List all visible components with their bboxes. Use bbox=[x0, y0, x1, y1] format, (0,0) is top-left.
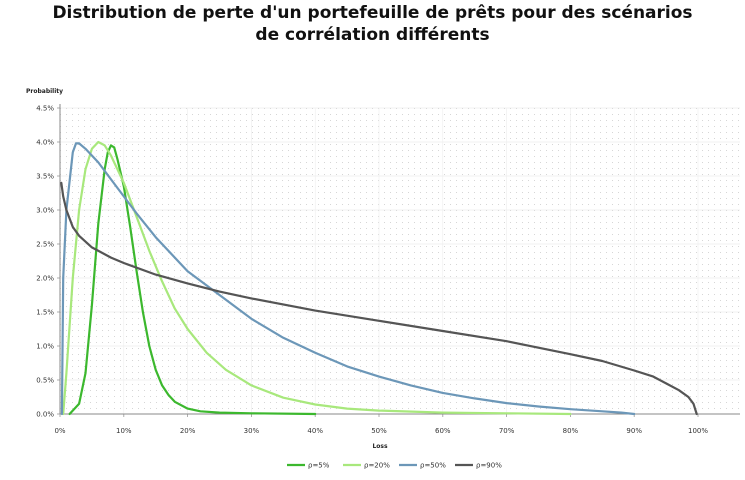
x-tick-label: 20% bbox=[180, 427, 196, 435]
chart-title: Distribution de perte d'un portefeuille … bbox=[0, 2, 745, 46]
legend-label: ρ=50% bbox=[420, 462, 446, 470]
y-axis-title: Probability bbox=[26, 88, 63, 95]
x-tick-label: 80% bbox=[563, 427, 579, 435]
chart-title-line-1: Distribution de perte d'un portefeuille … bbox=[52, 3, 693, 23]
tick-labels: 0.0% 0.5% 1.0% 1.5% 2.0% 2.5% 3.0% 3.5% 4.0% 4.5%… bbox=[36, 105, 708, 436]
x-tick-label: 30% bbox=[244, 427, 260, 435]
series-line-1 bbox=[68, 144, 317, 416]
x-tick-label: 60% bbox=[435, 427, 451, 435]
y-tick-label: 3.0% bbox=[36, 207, 54, 215]
series-lines bbox=[60, 140, 698, 416]
y-tick-label: 1.0% bbox=[36, 343, 54, 351]
y-tick-label: 0.0% bbox=[36, 411, 54, 419]
x-tick-label: 70% bbox=[499, 427, 515, 435]
series-line-3 bbox=[60, 142, 636, 416]
y-tick-label: 0.5% bbox=[36, 377, 54, 385]
y-tick-label: 2.5% bbox=[36, 241, 54, 249]
series-line-2 bbox=[62, 140, 572, 416]
legend-label: ρ=20% bbox=[364, 462, 390, 470]
plot-background bbox=[60, 108, 740, 414]
x-axis-title: Loss bbox=[372, 443, 388, 450]
x-tick-label: 0% bbox=[54, 427, 65, 435]
y-tick-label: 2.0% bbox=[36, 275, 54, 283]
x-tick-label: 10% bbox=[116, 427, 132, 435]
chart-title-line-2: de corrélation différents bbox=[255, 25, 490, 45]
x-tick-label: 50% bbox=[371, 427, 387, 435]
series-line-4 bbox=[60, 181, 698, 416]
x-tick-label: 40% bbox=[307, 427, 323, 435]
x-tick-label: 90% bbox=[626, 427, 642, 435]
legend: ρ=5% ρ=20% ρ=50% ρ=90% bbox=[287, 462, 502, 470]
y-tick-label: 4.0% bbox=[36, 139, 54, 147]
x-tick-label: 100% bbox=[688, 427, 708, 435]
y-tick-label: 1.5% bbox=[36, 309, 54, 317]
y-tick-label: 4.5% bbox=[36, 105, 54, 113]
y-tick-label: 3.5% bbox=[36, 173, 54, 181]
legend-label: ρ=5% bbox=[308, 462, 330, 470]
legend-label: ρ=90% bbox=[476, 462, 502, 470]
